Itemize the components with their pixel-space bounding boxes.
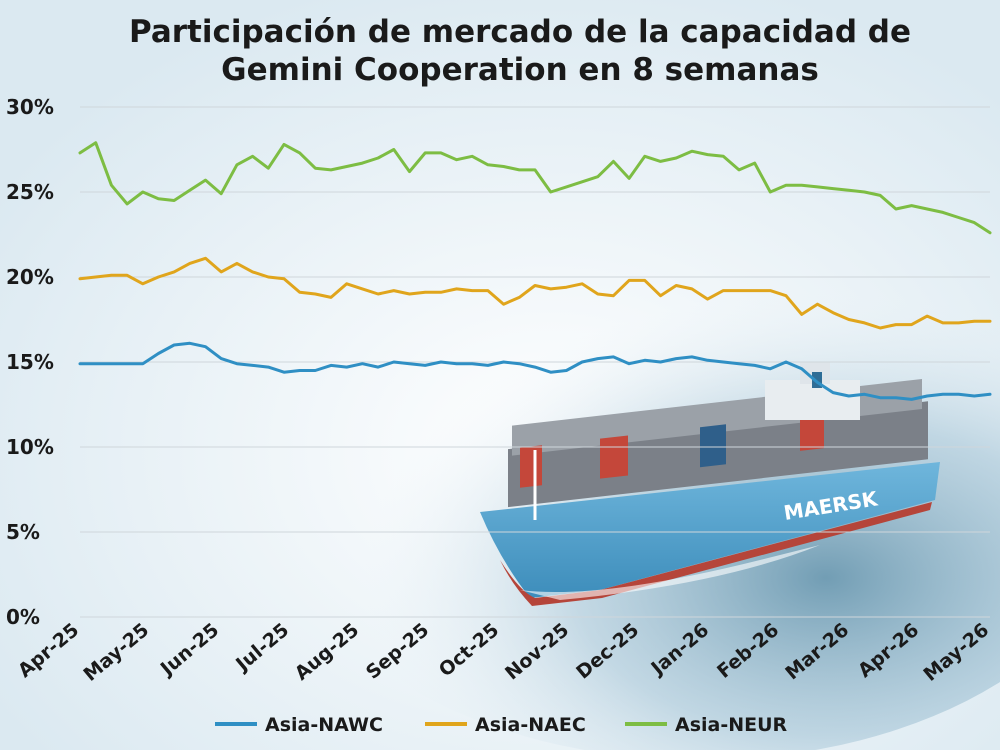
legend-label: Asia-NEUR: [675, 714, 788, 736]
legend-label: Asia-NAEC: [475, 714, 586, 736]
y-tick-label: 30%: [6, 95, 54, 119]
legend: Asia-NAWC Asia-NAEC Asia-NEUR: [215, 714, 788, 736]
y-tick-label: 20%: [6, 265, 54, 289]
chart-title-line-1: Participación de mercado de la capacidad…: [129, 14, 911, 50]
series-line-asia-naec: [78, 256, 992, 330]
gridlines: [80, 106, 990, 618]
y-tick-label: 0%: [6, 605, 40, 629]
legend-label: Asia-NAWC: [265, 714, 383, 736]
y-tick-label: 5%: [6, 520, 40, 544]
series-line-asia-nawc: [78, 341, 992, 401]
y-axis: 0% 5% 10% 15% 20% 25% 30%: [6, 95, 54, 629]
y-tick-label: 25%: [6, 180, 54, 204]
container-ship-illustration: MAERSK: [480, 362, 940, 606]
series-line-asia-neur: [78, 141, 992, 235]
series-lines: [78, 141, 992, 401]
chart-title-line-2: Gemini Cooperation en 8 semanas: [221, 52, 819, 88]
y-tick-label: 15%: [6, 350, 54, 374]
y-tick-label: 10%: [6, 435, 54, 459]
